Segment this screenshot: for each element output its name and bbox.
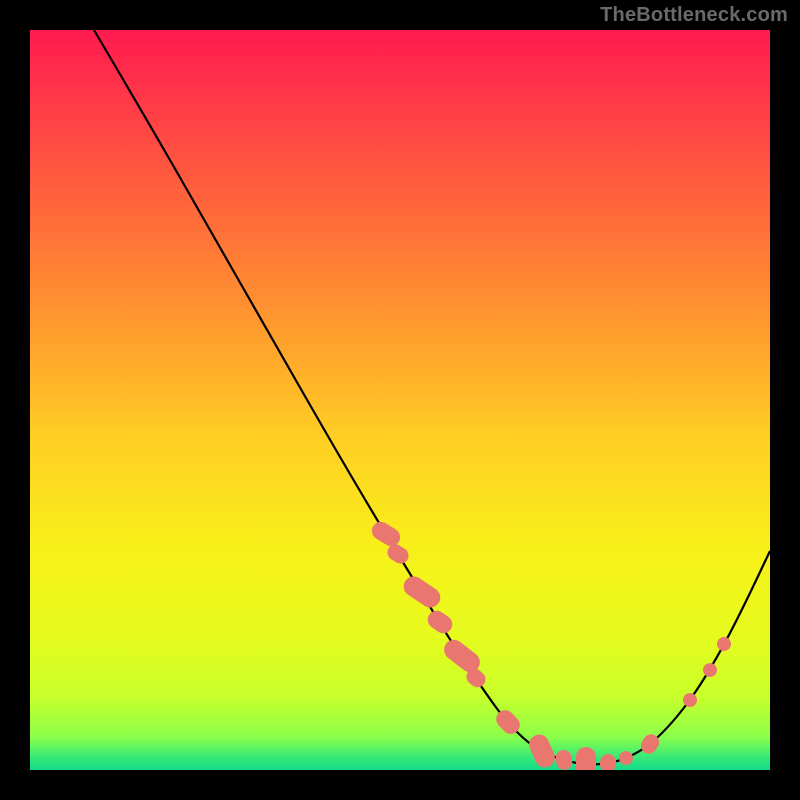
curve-marker: [714, 634, 733, 653]
watermark-text: TheBottleneck.com: [600, 4, 788, 27]
curve-marker: [576, 747, 596, 770]
curve-marker: [680, 690, 700, 710]
chart-container: TheBottleneck.com: [0, 0, 800, 800]
bottleneck-curve: [94, 30, 770, 764]
curve-marker: [700, 660, 720, 680]
curve-marker: [554, 749, 573, 770]
curve-marker: [400, 573, 444, 612]
curve-marker: [526, 731, 558, 770]
curve-layer: [30, 30, 770, 770]
curve-marker: [369, 518, 404, 549]
curve-marker: [617, 749, 634, 766]
plot-area: [30, 30, 770, 770]
curve-marker: [424, 607, 456, 637]
curve-markers: [369, 518, 734, 770]
curve-marker: [599, 753, 617, 770]
